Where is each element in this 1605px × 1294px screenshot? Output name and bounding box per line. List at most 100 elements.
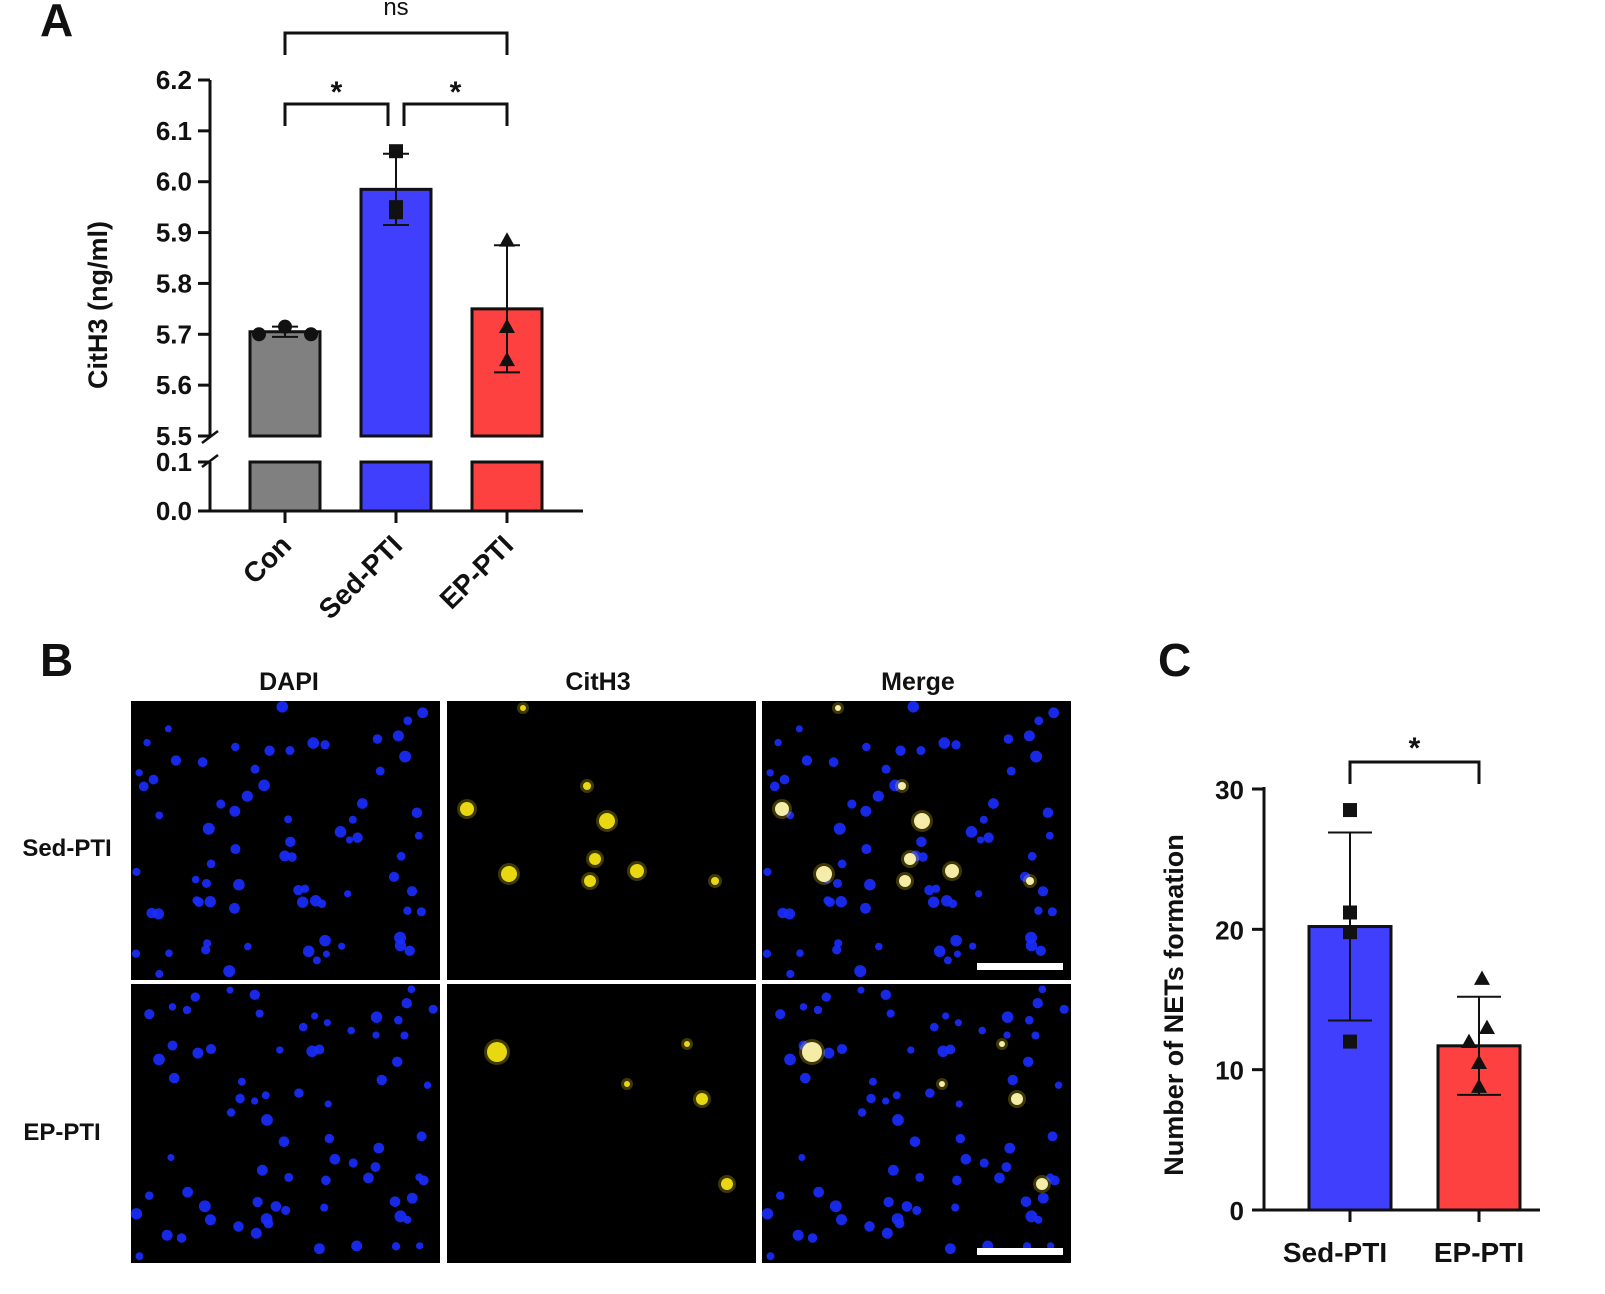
dapi-nucleus: [428, 1004, 438, 1014]
dapi-nucleus: [1048, 707, 1060, 719]
data-point-c: [1461, 1033, 1477, 1048]
dapi-nucleus: [270, 1201, 282, 1212]
micrograph-tile: [761, 984, 1071, 1263]
dapi-nucleus: [954, 1019, 962, 1027]
dapi-nucleus: [1038, 985, 1047, 994]
dapi-nucleus: [229, 902, 240, 914]
dapi-nucleus: [241, 790, 253, 802]
dapi-nucleus: [276, 1046, 284, 1054]
chart-a-ylabel: CitH3 (ng/ml): [83, 221, 113, 389]
chart-c-ylabel: Number of NETs formation: [1159, 834, 1189, 1176]
dapi-nucleus: [348, 1158, 358, 1168]
dapi-nucleus: [1007, 1074, 1019, 1086]
y-tick-label-a: 5.6: [156, 370, 192, 400]
dapi-nucleus: [881, 764, 891, 774]
dapi-nucleus: [1023, 730, 1035, 742]
dapi-nucleus: [264, 745, 275, 756]
dapi-nucleus: [1035, 945, 1046, 956]
dapi-nucleus: [399, 750, 412, 763]
dapi-nucleus: [916, 836, 927, 848]
dapi-nucleus: [345, 836, 354, 844]
dapi-nucleus: [786, 811, 795, 820]
y-tick-label-c: 20: [1215, 915, 1244, 945]
dapi-nucleus: [951, 1203, 960, 1212]
dapi-nucleus: [320, 1203, 329, 1212]
dapi-nucleus: [872, 790, 884, 802]
y-tick-label-a: 0.0: [156, 496, 192, 526]
dapi-nucleus: [249, 989, 261, 1001]
data-point-c: [1343, 925, 1357, 940]
dapi-nucleus: [307, 737, 320, 749]
dapi-nucleus: [284, 815, 293, 824]
dapi-nucleus: [763, 867, 772, 877]
dapi-nucleus: [933, 945, 946, 958]
dapi-nucleus: [779, 774, 790, 785]
dapi-nucleus: [293, 885, 304, 896]
dapi-nucleus: [251, 1097, 259, 1105]
dapi-nucleus: [866, 1093, 876, 1104]
dapi-nucleus: [875, 942, 883, 951]
dapi-nucleus: [167, 1040, 178, 1051]
micrograph-tile: [447, 701, 756, 980]
dapi-nucleus: [347, 1026, 356, 1035]
dapi-nucleus: [417, 707, 429, 719]
dapi-nucleus: [766, 1252, 775, 1261]
dapi-nucleus: [276, 701, 289, 713]
dapi-nucleus: [400, 1031, 409, 1040]
dapi-nucleus: [881, 1227, 893, 1239]
dapi-nucleus: [769, 781, 780, 792]
cith3-cell: [1026, 877, 1034, 885]
dapi-nucleus: [255, 1009, 264, 1018]
dapi-nucleus: [944, 1243, 956, 1255]
cith3-cell: [589, 853, 601, 865]
dapi-nucleus: [868, 1077, 877, 1086]
cith3-cell: [835, 705, 841, 711]
dapi-nucleus: [1020, 1196, 1032, 1207]
dapi-nucleus: [319, 934, 331, 947]
dapi-nucleus: [230, 843, 241, 855]
bar-a-upper-con: [248, 330, 322, 438]
dapi-nucleus: [953, 950, 961, 958]
dapi-nucleus: [912, 1205, 922, 1215]
dapi-nucleus: [889, 779, 901, 792]
dapi-nucleus: [198, 1200, 211, 1213]
dapi-nucleus: [864, 878, 876, 891]
dapi-nucleus: [416, 1131, 427, 1142]
micrograph-tile: [131, 701, 440, 980]
dapi-nucleus: [1042, 807, 1054, 818]
dapi-nucleus: [300, 884, 310, 893]
significance-label-a: ns: [383, 0, 408, 21]
dapi-nucleus: [951, 740, 961, 750]
dapi-nucleus: [202, 822, 215, 835]
dapi-nucleus: [170, 755, 182, 766]
dapi-nucleus: [278, 1136, 290, 1147]
dapi-nucleus: [314, 1044, 325, 1055]
dapi-nucleus: [167, 1154, 175, 1162]
dapi-nucleus: [1027, 851, 1037, 861]
axis-break-gap: [204, 437, 624, 461]
dapi-nucleus: [176, 1233, 187, 1243]
significance-label-c: *: [1409, 732, 1421, 765]
dapi-nucleus: [975, 890, 983, 898]
dapi-nucleus: [833, 822, 846, 835]
data-point-c: [1471, 1054, 1487, 1070]
dapi-nucleus: [394, 1210, 407, 1223]
cith3-cell: [520, 705, 526, 711]
dapi-nucleus: [407, 985, 416, 994]
micrograph-grid: DAPI CitH3 Merge Sed-PTI EP-PTI: [22, 668, 1071, 1263]
dapi-nucleus: [955, 1133, 966, 1144]
y-tick-label-c: 10: [1215, 1056, 1244, 1086]
micrograph-tile: [130, 984, 440, 1263]
cith3-cell: [898, 782, 906, 790]
dapi-nucleus: [135, 1252, 144, 1261]
dapi-nucleus: [837, 859, 847, 869]
dapi-nucleus: [943, 956, 952, 965]
dapi-nucleus: [942, 1012, 950, 1020]
dapi-nucleus: [799, 1003, 808, 1011]
dapi-nucleus: [783, 908, 796, 920]
x-tick-label-c: EP-PTI: [1434, 1237, 1524, 1268]
dapi-nucleus: [168, 1003, 177, 1011]
dapi-nucleus: [762, 949, 772, 958]
dapi-nucleus: [950, 934, 962, 947]
dapi-nucleus: [940, 895, 953, 907]
